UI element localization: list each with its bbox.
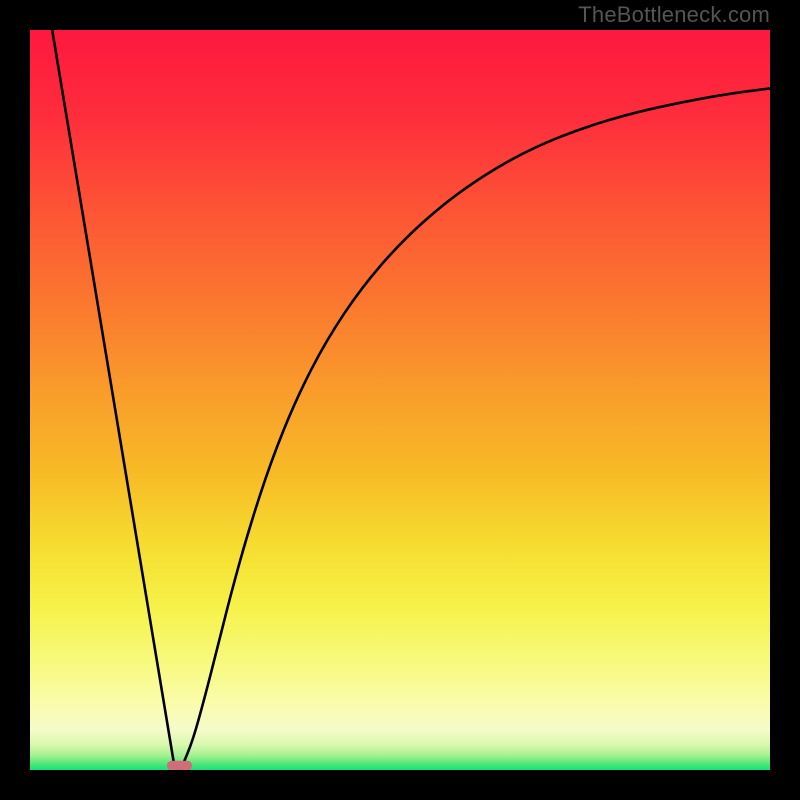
bottleneck-curve-left (52, 30, 174, 766)
watermark-text: TheBottleneck.com (578, 2, 770, 28)
curve-layer (30, 30, 770, 770)
optimal-point-marker (167, 761, 192, 770)
bottleneck-curve-right (182, 88, 770, 765)
chart-frame: TheBottleneck.com (0, 0, 800, 800)
plot-area (30, 30, 770, 770)
